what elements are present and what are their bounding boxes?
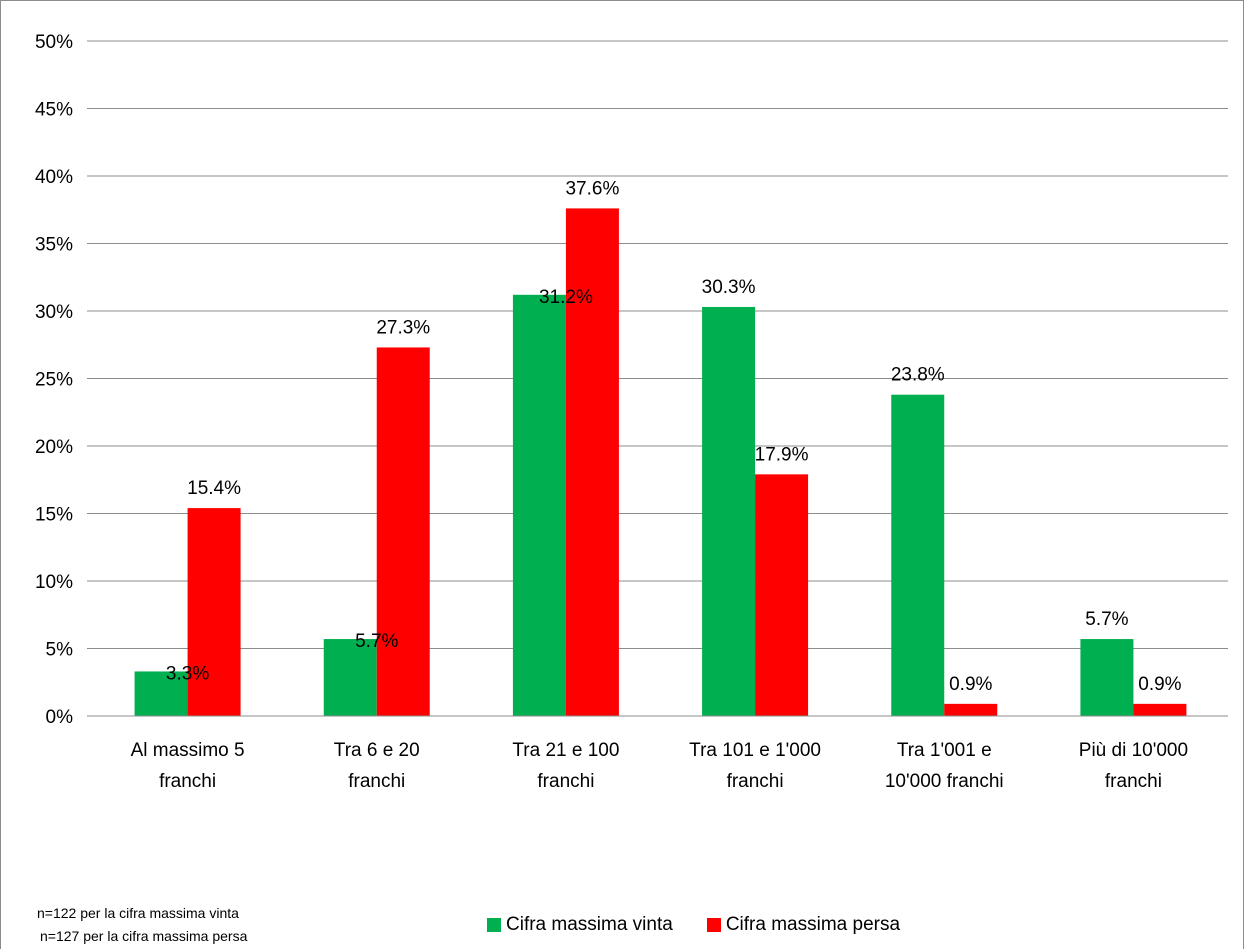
legend: Cifra massima vinta Cifra massima persa [487,914,934,936]
bar-lost [755,474,809,716]
y-tick-label: 30% [35,302,73,323]
x-category-label: Tra 6 e 20 franchi [334,740,420,792]
y-tick-label: 0% [46,707,74,728]
bar-won [512,294,566,716]
data-label: 5.7% [1085,609,1128,630]
bar-won [1080,639,1134,716]
x-category-label: Al massimo 5 franchi [131,740,245,792]
x-category-label: Tra 1'001 e 10'000 franchi [885,740,1004,792]
bar-won [323,639,377,716]
legend-swatch-won [487,918,501,932]
y-tick-label: 25% [35,370,73,391]
x-axis-category-labels: Al massimo 5 franchi Tra 6 e 20 franchi Tra … [131,740,1188,792]
data-labels: 3.3% 15.4% 5.7% 27.3% 31.2% 37.6% 30.3% 17.9% 23… [166,178,1182,694]
sample-note-won: n=122 per la cifra massima vinta [37,905,239,921]
x-category-label: Più di 10'000 franchi [1079,740,1188,792]
data-label: 31.2% [539,287,593,308]
legend-swatch-lost [706,918,721,932]
data-label: 5.7% [355,631,398,652]
data-label: 37.6% [565,178,619,199]
y-tick-label: 15% [35,505,73,526]
data-label: 15.4% [187,478,241,499]
y-tick-label: 45% [35,100,73,121]
bar-won [891,394,945,716]
x-category-label: Tra 101 e 1'000 franchi [689,740,821,792]
y-tick-label: 5% [46,640,74,661]
gridlines [87,40,1228,717]
y-tick-label: 10% [35,572,73,593]
y-tick-label: 50% [35,32,73,53]
bar-lost [944,703,998,716]
bar-lost [187,508,241,716]
bar-won [134,671,188,716]
data-label: 30.3% [702,277,756,298]
bar-lost [1133,703,1187,716]
y-tick-label: 35% [35,235,73,256]
legend-item-lost: Cifra massima persa [706,914,901,936]
sample-note-lost: n=127 per la cifra massima persa [40,928,248,944]
data-label: 0.9% [1138,674,1181,695]
data-label: 27.3% [376,317,430,338]
y-tick-label: 40% [35,167,73,188]
data-label: 3.3% [166,663,209,684]
bar-lost [376,347,430,716]
data-label: 17.9% [755,444,809,465]
data-label: 23.8% [891,365,945,386]
y-tick-label: 20% [35,437,73,458]
legend-label-lost: Cifra massima persa [725,914,901,935]
data-label: 0.9% [949,674,992,695]
bar-lost [565,208,619,716]
bar-won [702,306,756,716]
legend-item-won: Cifra massima vinta [487,914,673,936]
x-category-label: Tra 21 e 100 franchi [512,740,619,792]
legend-label-won: Cifra massima vinta [506,914,673,935]
bars [134,208,1187,716]
y-axis-tick-labels: 0% 5% 10% 15% 20% 25% 30% 35% 40% 45% 50% [35,32,73,728]
